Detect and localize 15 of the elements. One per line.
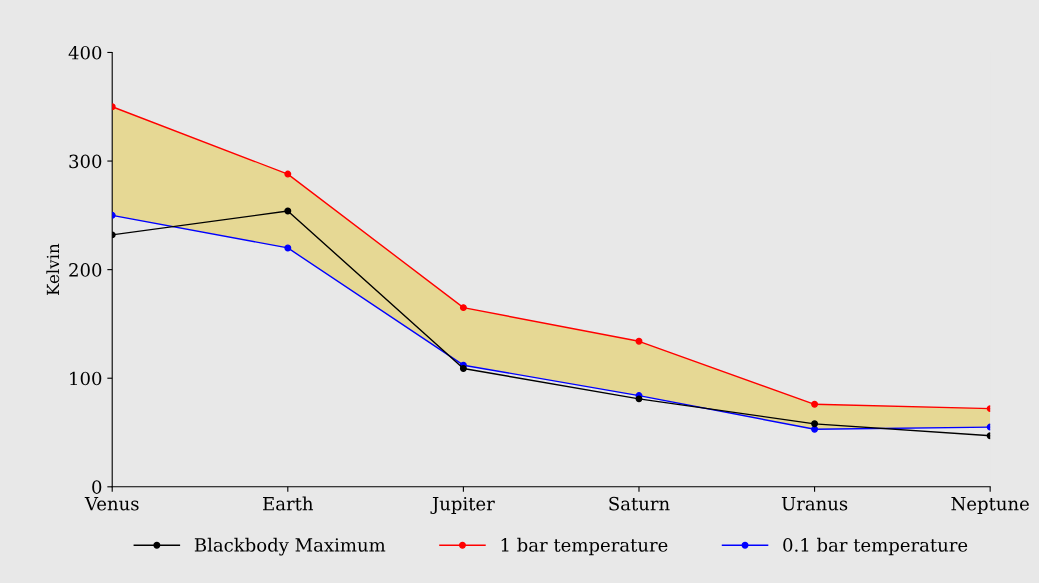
y-tick-label: 0 — [92, 480, 102, 494]
y-tick-label: 400 — [68, 45, 102, 60]
x-tick-label: Uranus — [781, 497, 848, 511]
legend-label: Blackbody Maximum — [194, 537, 386, 556]
x-tick-label: Neptune — [951, 497, 1029, 514]
y-tick-label: 100 — [70, 371, 102, 386]
legend-label: 0.1 bar temperature — [783, 537, 968, 556]
x-tick-label: Saturn — [609, 496, 670, 511]
x-tick-label: Venus — [84, 497, 139, 511]
x-tick-label: Earth — [263, 496, 314, 511]
y-tick-label: 200 — [69, 263, 102, 277]
x-tick-label: Jupiter — [430, 496, 495, 514]
legend-label: 1 bar temperature — [501, 537, 668, 556]
y-tick-label: 300 — [69, 154, 102, 169]
y-axis-title: Kelvin — [46, 243, 60, 296]
